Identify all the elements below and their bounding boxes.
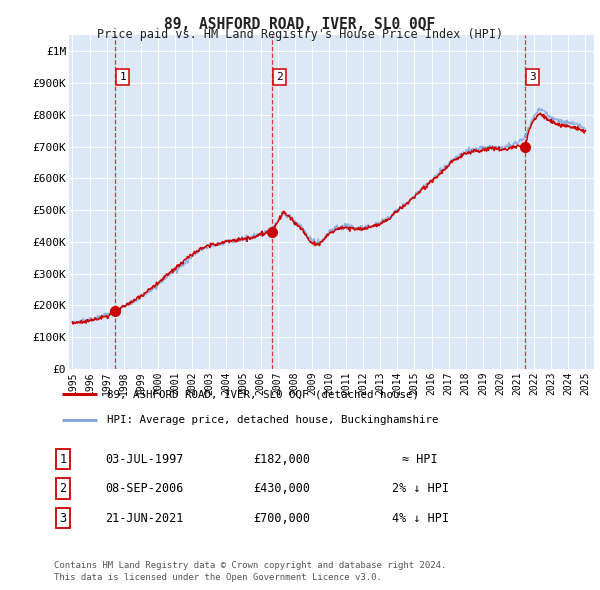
Text: 08-SEP-2006: 08-SEP-2006 bbox=[105, 482, 183, 495]
Text: Price paid vs. HM Land Registry's House Price Index (HPI): Price paid vs. HM Land Registry's House … bbox=[97, 28, 503, 41]
Text: This data is licensed under the Open Government Licence v3.0.: This data is licensed under the Open Gov… bbox=[54, 573, 382, 582]
Text: 1: 1 bbox=[119, 71, 126, 81]
Text: ≈ HPI: ≈ HPI bbox=[402, 453, 438, 466]
Text: £430,000: £430,000 bbox=[254, 482, 311, 495]
Text: 03-JUL-1997: 03-JUL-1997 bbox=[105, 453, 183, 466]
Text: 2: 2 bbox=[59, 482, 67, 495]
Text: £700,000: £700,000 bbox=[254, 512, 311, 525]
Text: 2% ↓ HPI: 2% ↓ HPI bbox=[392, 482, 449, 495]
Text: 3: 3 bbox=[59, 512, 67, 525]
Text: 89, ASHFORD ROAD, IVER, SL0 0QF: 89, ASHFORD ROAD, IVER, SL0 0QF bbox=[164, 17, 436, 31]
Text: 2: 2 bbox=[276, 71, 283, 81]
Text: 1: 1 bbox=[59, 453, 67, 466]
Text: £182,000: £182,000 bbox=[254, 453, 311, 466]
Text: 4% ↓ HPI: 4% ↓ HPI bbox=[392, 512, 449, 525]
Text: 21-JUN-2021: 21-JUN-2021 bbox=[105, 512, 183, 525]
Text: 89, ASHFORD ROAD, IVER, SL0 0QF (detached house): 89, ASHFORD ROAD, IVER, SL0 0QF (detache… bbox=[107, 389, 419, 399]
Text: 3: 3 bbox=[529, 71, 536, 81]
Text: Contains HM Land Registry data © Crown copyright and database right 2024.: Contains HM Land Registry data © Crown c… bbox=[54, 560, 446, 569]
Text: HPI: Average price, detached house, Buckinghamshire: HPI: Average price, detached house, Buck… bbox=[107, 415, 438, 425]
